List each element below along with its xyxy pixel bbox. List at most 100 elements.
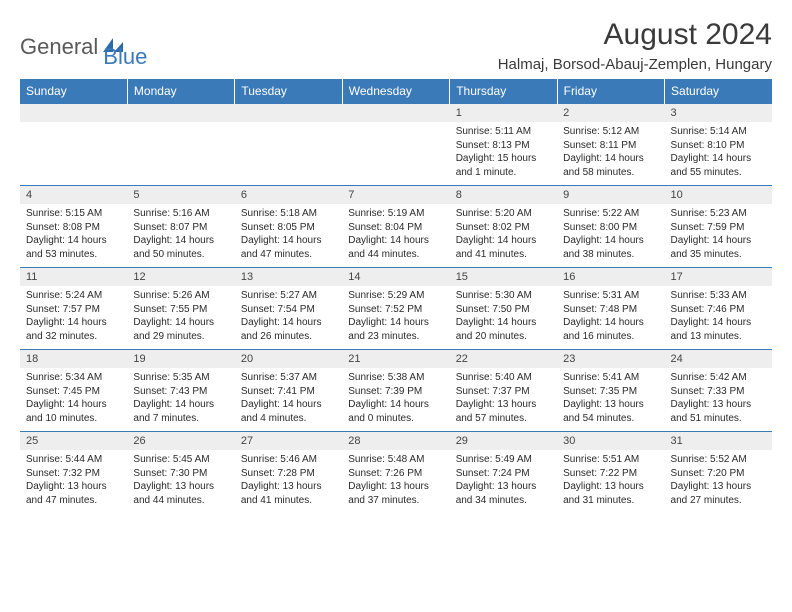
day-details bbox=[20, 122, 127, 180]
day-details: Sunrise: 5:34 AMSunset: 7:45 PMDaylight:… bbox=[20, 368, 127, 431]
sunset-text: Sunset: 7:59 PM bbox=[671, 221, 766, 235]
day-number bbox=[127, 104, 234, 122]
day-details: Sunrise: 5:29 AMSunset: 7:52 PMDaylight:… bbox=[342, 286, 449, 349]
day-details: Sunrise: 5:30 AMSunset: 7:50 PMDaylight:… bbox=[450, 286, 557, 349]
calendar-day-cell bbox=[342, 104, 449, 186]
day-details bbox=[342, 122, 449, 180]
calendar-day-cell: 2 Sunrise: 5:12 AMSunset: 8:11 PMDaylight… bbox=[557, 104, 664, 186]
day-number: 19 bbox=[127, 350, 234, 368]
day-number: 31 bbox=[665, 432, 772, 450]
calendar-week-row: 1Sunrise: 5:11 AMSunset: 8:13 PMDaylight… bbox=[20, 104, 772, 186]
sunrise-text: Sunrise: 5:44 AM bbox=[26, 453, 121, 467]
daylight-text: Daylight: 14 hours and 58 minutes. bbox=[563, 152, 658, 179]
day-number bbox=[20, 104, 127, 122]
calendar-day-cell: 18Sunrise: 5:34 AMSunset: 7:45 PMDayligh… bbox=[20, 350, 127, 432]
sunset-text: Sunset: 7:37 PM bbox=[456, 385, 551, 399]
weekday-header: Saturday bbox=[665, 79, 772, 104]
calendar-week-row: 11Sunrise: 5:24 AMSunset: 7:57 PMDayligh… bbox=[20, 268, 772, 350]
day-number: 3 bbox=[665, 104, 772, 122]
daylight-text: Daylight: 13 hours and 51 minutes. bbox=[671, 398, 766, 425]
calendar-week-row: 4Sunrise: 5:15 AMSunset: 8:08 PMDaylight… bbox=[20, 186, 772, 268]
sunset-text: Sunset: 7:52 PM bbox=[348, 303, 443, 317]
daylight-text: Daylight: 13 hours and 41 minutes. bbox=[241, 480, 336, 507]
sunset-text: Sunset: 7:35 PM bbox=[563, 385, 658, 399]
daylight-text: Daylight: 14 hours and 26 minutes. bbox=[241, 316, 336, 343]
day-details: Sunrise: 5:14 AMSunset: 8:10 PMDaylight:… bbox=[665, 122, 772, 185]
calendar-day-cell: 8Sunrise: 5:20 AMSunset: 8:02 PMDaylight… bbox=[450, 186, 557, 268]
calendar-day-cell: 29Sunrise: 5:49 AMSunset: 7:24 PMDayligh… bbox=[450, 432, 557, 514]
sunset-text: Sunset: 8:11 PM bbox=[563, 139, 658, 153]
sunset-text: Sunset: 7:39 PM bbox=[348, 385, 443, 399]
day-details: Sunrise: 5:49 AMSunset: 7:24 PMDaylight:… bbox=[450, 450, 557, 513]
day-details: Sunrise: 5:19 AMSunset: 8:04 PMDaylight:… bbox=[342, 204, 449, 267]
calendar-day-cell: 3Sunrise: 5:14 AMSunset: 8:10 PMDaylight… bbox=[665, 104, 772, 186]
day-details: Sunrise: 5:24 AMSunset: 7:57 PMDaylight:… bbox=[20, 286, 127, 349]
day-number: 1 bbox=[450, 104, 557, 122]
sunset-text: Sunset: 8:02 PM bbox=[456, 221, 551, 235]
sunrise-text: Sunrise: 5:29 AM bbox=[348, 289, 443, 303]
calendar-day-cell: 5Sunrise: 5:16 AMSunset: 8:07 PMDaylight… bbox=[127, 186, 234, 268]
sunrise-text: Sunrise: 5:12 AM bbox=[563, 125, 658, 139]
day-details: Sunrise: 5:51 AMSunset: 7:22 PMDaylight:… bbox=[557, 450, 664, 513]
sunrise-text: Sunrise: 5:52 AM bbox=[671, 453, 766, 467]
sunset-text: Sunset: 7:48 PM bbox=[563, 303, 658, 317]
calendar-day-cell: 21Sunrise: 5:38 AMSunset: 7:39 PMDayligh… bbox=[342, 350, 449, 432]
day-details: Sunrise: 5:11 AMSunset: 8:13 PMDaylight:… bbox=[450, 122, 557, 185]
sunset-text: Sunset: 7:32 PM bbox=[26, 467, 121, 481]
daylight-text: Daylight: 14 hours and 29 minutes. bbox=[133, 316, 228, 343]
daylight-text: Daylight: 13 hours and 37 minutes. bbox=[348, 480, 443, 507]
day-number: 23 bbox=[557, 350, 664, 368]
day-number: 12 bbox=[127, 268, 234, 286]
daylight-text: Daylight: 14 hours and 4 minutes. bbox=[241, 398, 336, 425]
day-details: Sunrise: 5:37 AMSunset: 7:41 PMDaylight:… bbox=[235, 368, 342, 431]
day-details: Sunrise: 5:42 AMSunset: 7:33 PMDaylight:… bbox=[665, 368, 772, 431]
weekday-header: Thursday bbox=[450, 79, 557, 104]
day-number bbox=[235, 104, 342, 122]
sunset-text: Sunset: 7:20 PM bbox=[671, 467, 766, 481]
calendar-day-cell: 22Sunrise: 5:40 AMSunset: 7:37 PMDayligh… bbox=[450, 350, 557, 432]
sunrise-text: Sunrise: 5:26 AM bbox=[133, 289, 228, 303]
sunset-text: Sunset: 7:54 PM bbox=[241, 303, 336, 317]
sunset-text: Sunset: 7:28 PM bbox=[241, 467, 336, 481]
location: Halmaj, Borsod-Abauj-Zemplen, Hungary bbox=[498, 56, 772, 73]
sunrise-text: Sunrise: 5:11 AM bbox=[456, 125, 551, 139]
sunset-text: Sunset: 7:30 PM bbox=[133, 467, 228, 481]
calendar-day-cell bbox=[20, 104, 127, 186]
day-number: 29 bbox=[450, 432, 557, 450]
calendar-day-cell: 12Sunrise: 5:26 AMSunset: 7:55 PMDayligh… bbox=[127, 268, 234, 350]
daylight-text: Daylight: 13 hours and 31 minutes. bbox=[563, 480, 658, 507]
day-number: 21 bbox=[342, 350, 449, 368]
day-details: Sunrise: 5:22 AMSunset: 8:00 PMDaylight:… bbox=[557, 204, 664, 267]
calendar-day-cell: 7Sunrise: 5:19 AMSunset: 8:04 PMDaylight… bbox=[342, 186, 449, 268]
calendar-day-cell: 4Sunrise: 5:15 AMSunset: 8:08 PMDaylight… bbox=[20, 186, 127, 268]
sunrise-text: Sunrise: 5:27 AM bbox=[241, 289, 336, 303]
calendar-day-cell: 30Sunrise: 5:51 AMSunset: 7:22 PMDayligh… bbox=[557, 432, 664, 514]
weekday-header: Tuesday bbox=[235, 79, 342, 104]
calendar-day-cell: 17Sunrise: 5:33 AMSunset: 7:46 PMDayligh… bbox=[665, 268, 772, 350]
calendar-week-row: 18Sunrise: 5:34 AMSunset: 7:45 PMDayligh… bbox=[20, 350, 772, 432]
calendar-table: Sunday Monday Tuesday Wednesday Thursday… bbox=[20, 79, 772, 513]
sunrise-text: Sunrise: 5:46 AM bbox=[241, 453, 336, 467]
day-details: Sunrise: 5:16 AMSunset: 8:07 PMDaylight:… bbox=[127, 204, 234, 267]
sunrise-text: Sunrise: 5:15 AM bbox=[26, 207, 121, 221]
calendar-day-cell: 6Sunrise: 5:18 AMSunset: 8:05 PMDaylight… bbox=[235, 186, 342, 268]
weekday-header: Wednesday bbox=[342, 79, 449, 104]
daylight-text: Daylight: 14 hours and 41 minutes. bbox=[456, 234, 551, 261]
day-details: Sunrise: 5:41 AMSunset: 7:35 PMDaylight:… bbox=[557, 368, 664, 431]
sunrise-text: Sunrise: 5:23 AM bbox=[671, 207, 766, 221]
header: General Blue August 2024 Halmaj, Borsod-… bbox=[20, 18, 772, 73]
day-number: 25 bbox=[20, 432, 127, 450]
sunset-text: Sunset: 7:43 PM bbox=[133, 385, 228, 399]
day-details: Sunrise: 5:23 AMSunset: 7:59 PMDaylight:… bbox=[665, 204, 772, 267]
day-details: Sunrise: 5:35 AMSunset: 7:43 PMDaylight:… bbox=[127, 368, 234, 431]
daylight-text: Daylight: 14 hours and 32 minutes. bbox=[26, 316, 121, 343]
sunrise-text: Sunrise: 5:49 AM bbox=[456, 453, 551, 467]
daylight-text: Daylight: 14 hours and 10 minutes. bbox=[26, 398, 121, 425]
weekday-header-row: Sunday Monday Tuesday Wednesday Thursday… bbox=[20, 79, 772, 104]
day-number: 2 bbox=[557, 104, 664, 122]
day-details: Sunrise: 5:15 AMSunset: 8:08 PMDaylight:… bbox=[20, 204, 127, 267]
logo: General Blue bbox=[20, 24, 147, 70]
sunset-text: Sunset: 7:26 PM bbox=[348, 467, 443, 481]
daylight-text: Daylight: 14 hours and 16 minutes. bbox=[563, 316, 658, 343]
day-details: Sunrise: 5:45 AMSunset: 7:30 PMDaylight:… bbox=[127, 450, 234, 513]
